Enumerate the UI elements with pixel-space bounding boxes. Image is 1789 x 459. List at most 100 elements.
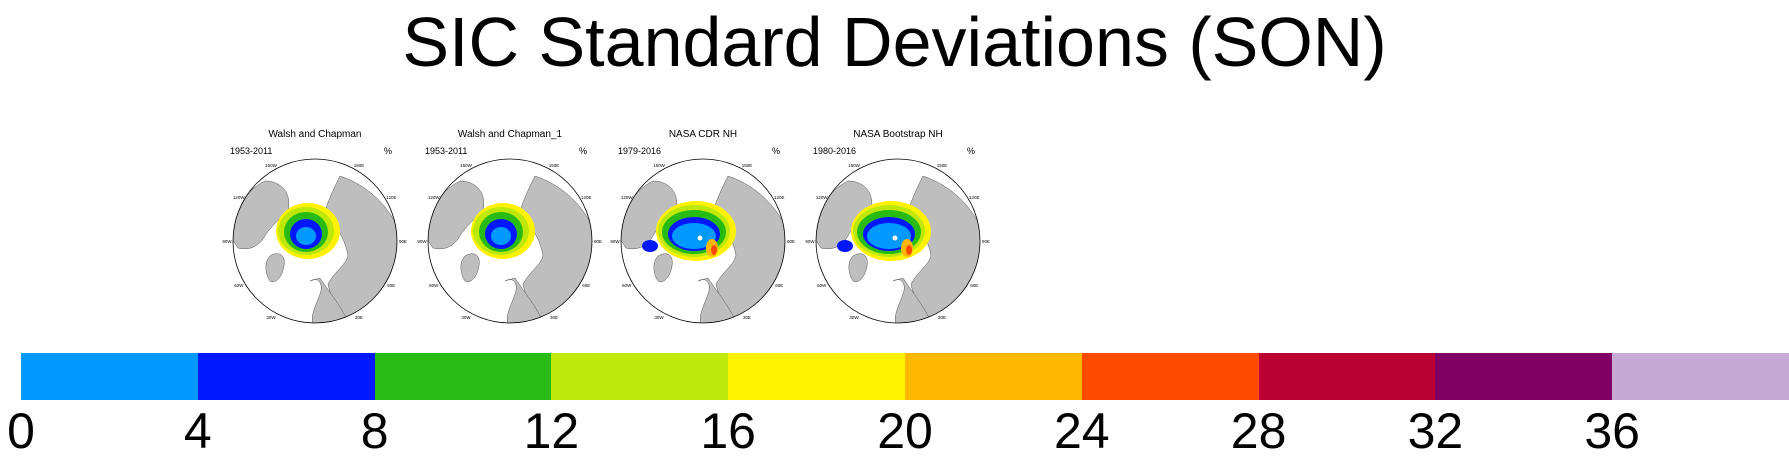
colorbar-tick-label: 4: [183, 403, 212, 459]
colorbar-swatch: [1612, 353, 1789, 400]
colorbar-tick-label: 8: [360, 403, 389, 459]
longitude-label: 60W: [234, 283, 244, 288]
longitude-label: 60W: [429, 283, 439, 288]
sic-field-lightblue: [867, 223, 911, 249]
colorbar-tick-label: 28: [1230, 403, 1287, 459]
panel-period: 1953-2011: [425, 146, 468, 156]
longitude-label: 150W: [460, 163, 473, 168]
panel-unit: %: [383, 146, 392, 156]
polar-map: 180150W150E120W120E90W90E60W60E30W30E0: [805, 158, 990, 324]
longitude-label: 30E: [550, 315, 558, 320]
colorbar-tick-label: 16: [700, 403, 756, 459]
pole-hole: [697, 235, 703, 241]
longitude-label: 90E: [399, 239, 407, 244]
longitude-label: 90E: [787, 239, 795, 244]
colorbar-swatch: [551, 353, 729, 400]
greenland-land: [460, 253, 480, 282]
longitude-label: 150E: [937, 163, 948, 168]
longitude-label: 120E: [969, 195, 980, 200]
panel-title: NASA Bootstrap NH: [853, 129, 943, 140]
longitude-label: 120E: [774, 195, 785, 200]
polar-map: 180150W150E120W120E90W90E60W60E30W30E0: [610, 158, 795, 324]
panel-period: 1953-2011: [230, 146, 273, 156]
longitude-label: 120E: [581, 195, 592, 200]
greenland-land: [265, 253, 285, 282]
longitude-label: 30E: [743, 315, 751, 320]
sic-field-lightblue: [672, 223, 716, 249]
sic-field-lightblue: [296, 227, 316, 245]
europe-land: [504, 277, 546, 323]
colorbar-swatch: [21, 353, 198, 400]
map-boundary: [815, 158, 981, 324]
longitude-label: 120E: [386, 195, 397, 200]
map-boundary: [427, 158, 593, 324]
map-boundary: [620, 158, 786, 324]
map-panel: Walsh and Chapman_11953-2011%180150W150E…: [415, 126, 605, 326]
panel-unit: %: [771, 146, 780, 156]
longitude-label: 90E: [982, 239, 990, 244]
longitude-label: 30W: [654, 315, 664, 320]
sic-field-red: [906, 245, 912, 255]
figure-title: SIC Standard Deviations (SON): [402, 3, 1387, 81]
colorbar-swatch: [374, 353, 552, 400]
longitude-label: 120W: [621, 195, 634, 200]
sic-field-hudson: [642, 240, 658, 252]
longitude-label: 90W: [610, 239, 620, 244]
longitude-label: 30W: [849, 315, 859, 320]
colorbar-tick-label: 32: [1407, 403, 1464, 459]
panel-period: 1979-2016: [618, 146, 662, 156]
longitude-label: 150E: [549, 163, 560, 168]
pole-hole: [892, 235, 898, 241]
colorbar-swatch: [1081, 353, 1259, 400]
longitude-label: 90W: [805, 239, 815, 244]
colorbar-tick-label: 0: [7, 403, 35, 459]
longitude-label: 60E: [387, 283, 395, 288]
europe-land: [697, 277, 739, 323]
colorbar-tick-labels: 0 4 8 12 16 20 24 28 32 36: [0, 404, 1789, 459]
map-panel: Walsh and Chapman1953-2011%180150W150E12…: [220, 126, 410, 326]
map-boundary: [232, 158, 398, 324]
colorbar-swatch: [197, 353, 375, 400]
map-panel: NASA CDR NH1979-2016%180150W150E120W120E…: [608, 126, 798, 326]
longitude-label: 60W: [817, 283, 827, 288]
panel-period: 1980-2016: [813, 146, 857, 156]
colorbar-tick-label: 12: [523, 403, 580, 459]
longitude-label: 150E: [742, 163, 753, 168]
colorbar-swatch: [1435, 353, 1613, 400]
colorbar-tick-label: 20: [877, 403, 933, 459]
longitude-label: 60E: [775, 283, 783, 288]
polar-map: 180150W150E120W120E90W90E60W60E30W30E0: [222, 158, 407, 324]
map-panel: NASA Bootstrap NH1980-2016%180150W150E12…: [803, 126, 993, 326]
colorbar-swatch: [728, 353, 905, 400]
colorbar-tick-label: 24: [1053, 403, 1110, 459]
longitude-label: 90W: [222, 239, 232, 244]
longitude-label: 120W: [816, 195, 829, 200]
longitude-label: 90E: [594, 239, 602, 244]
panel-unit: %: [966, 146, 975, 156]
longitude-label: 60E: [582, 283, 590, 288]
greenland-land: [653, 253, 673, 282]
colorbar-swatch: [1258, 353, 1436, 400]
panel-unit: %: [578, 146, 587, 156]
europe-land: [309, 277, 351, 323]
colorbar-tick-label: 36: [1584, 403, 1640, 459]
longitude-label: 30E: [355, 315, 363, 320]
longitude-label: 120W: [428, 195, 441, 200]
longitude-label: 30W: [461, 315, 471, 320]
europe-land: [892, 277, 934, 323]
longitude-label: 30E: [938, 315, 946, 320]
polar-map: 180150W150E120W120E90W90E60W60E30W30E0: [417, 158, 602, 324]
panel-title: Walsh and Chapman: [268, 129, 362, 140]
greenland-land: [848, 253, 868, 282]
longitude-label: 150W: [848, 163, 861, 168]
sic-field-hudson: [837, 240, 853, 252]
longitude-label: 90W: [417, 239, 427, 244]
longitude-label: 60W: [622, 283, 632, 288]
colorbar-swatch: [904, 353, 1082, 400]
longitude-label: 120W: [233, 195, 246, 200]
panel-title: Walsh and Chapman_1: [457, 129, 563, 140]
longitude-label: 60E: [970, 283, 978, 288]
colorbar: [21, 353, 1789, 400]
sic-field-red: [711, 245, 717, 255]
longitude-label: 150W: [265, 163, 278, 168]
